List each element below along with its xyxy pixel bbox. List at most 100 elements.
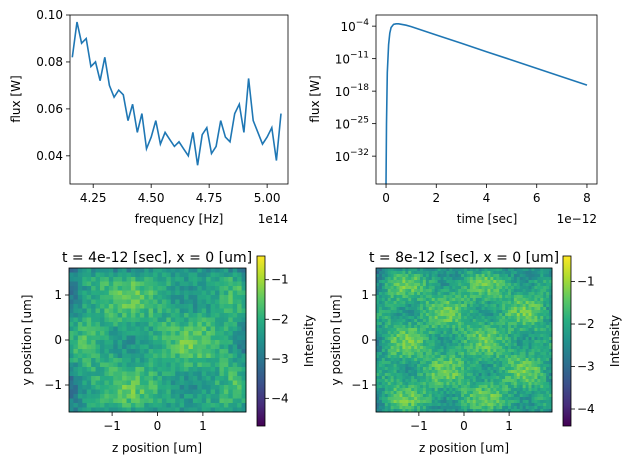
heatmap-cell: [384, 304, 389, 308]
heatmap-cell: [170, 295, 176, 300]
heatmap-cell: [510, 325, 515, 329]
heatmap-cell: [139, 308, 145, 314]
heatmap-cell: [540, 331, 544, 335]
heatmap-cell: [531, 298, 535, 302]
heatmap-cell: [531, 403, 535, 407]
heatmap-cell: [434, 409, 438, 413]
heatmap-cell: [522, 376, 526, 380]
heatmap-cell: [522, 337, 526, 341]
heatmap-cell: [420, 346, 424, 350]
heatmap-cell: [481, 283, 485, 287]
heatmap-cell: [505, 343, 509, 347]
heatmap-cell: [437, 355, 441, 359]
heatmap-cell: [458, 277, 462, 281]
heatmap-cell: [376, 286, 380, 290]
heatmap-cell: [499, 388, 503, 392]
heatmap-cell: [69, 389, 74, 395]
heatmap-cell: [414, 397, 418, 401]
heatmap-cell: [519, 349, 524, 353]
heatmap-cell: [417, 352, 421, 356]
heatmap-cell: [241, 394, 247, 399]
heatmap-cell: [452, 370, 456, 374]
heatmap-cell: [122, 349, 127, 354]
heatmap-cell: [452, 403, 456, 407]
heatmap-cell: [179, 322, 185, 327]
heatmap-cell: [69, 272, 74, 278]
heatmap-cell: [144, 394, 150, 399]
heatmap-cell: [387, 385, 392, 389]
heatmap-cell: [528, 361, 532, 365]
heatmap-cell: [381, 316, 386, 320]
heatmap-cell: [455, 379, 459, 383]
heatmap-cell: [455, 304, 459, 308]
heatmap-cell: [82, 331, 88, 336]
heatmap-cell: [449, 394, 453, 398]
heatmap-cell: [117, 362, 123, 368]
heatmap-cell: [390, 358, 394, 362]
heatmap-cell: [122, 268, 127, 273]
heatmap-cell: [469, 376, 474, 380]
heatmap-cell: [525, 391, 529, 395]
heatmap-cell: [449, 334, 453, 338]
heatmap-cell: [201, 317, 207, 323]
heatmap-cell: [505, 361, 509, 365]
heatmap-cell: [384, 370, 389, 374]
heatmap-cell: [219, 322, 225, 327]
heatmap-cell: [425, 295, 430, 299]
heatmap-cell: [531, 394, 535, 398]
heatmap-cell: [505, 397, 509, 401]
heatmap-cell: [505, 313, 509, 317]
heatmap-cell: [543, 388, 547, 392]
heatmap-cell: [496, 277, 500, 281]
heatmap-cell: [228, 326, 234, 332]
heatmap-cell: [510, 268, 515, 272]
heatmap-cell: [188, 376, 194, 381]
heatmap-cell: [443, 337, 447, 341]
heatmap-cell: [184, 367, 189, 372]
heatmap-cell: [179, 394, 185, 399]
heatmap-cell: [499, 400, 503, 404]
heatmap-cell: [126, 317, 132, 323]
heatmap-cell: [166, 380, 172, 386]
heatmap-cell: [446, 298, 450, 302]
heatmap-cell: [484, 301, 488, 305]
heatmap-cell: [458, 346, 462, 350]
heatmap-cell: [478, 370, 482, 374]
heatmap-cell: [446, 301, 450, 305]
heatmap-cell: [86, 322, 92, 327]
heatmap-cell: [215, 326, 220, 332]
heatmap-cell: [215, 385, 220, 390]
heatmap-cell: [73, 272, 79, 278]
heatmap-cell: [414, 295, 418, 299]
heatmap-cell: [437, 349, 441, 353]
heatmap-cell: [135, 362, 141, 368]
heatmap-cell: [215, 376, 220, 381]
heatmap-cell: [95, 326, 101, 332]
heatmap-cell: [428, 400, 433, 404]
heatmap-cell: [452, 373, 456, 377]
heatmap-cell: [206, 367, 211, 372]
heatmap-cell: [399, 376, 403, 380]
heatmap-cell: [513, 307, 518, 311]
heatmap-cell: [390, 280, 394, 284]
heatmap-cell: [437, 289, 441, 293]
heatmap-cell: [179, 286, 185, 291]
heatmap-cell: [490, 268, 494, 272]
heatmap-4e12-x-ticks: −1 0 1: [103, 412, 207, 433]
heatmap-cell: [179, 277, 185, 282]
heatmap-cell: [390, 361, 394, 365]
heatmap-cell: [428, 346, 433, 350]
heatmap-cell: [95, 407, 101, 413]
heatmap-cell: [399, 322, 403, 326]
heatmap-cell: [508, 361, 512, 365]
heatmap-cell: [135, 335, 141, 341]
heatmap-cell: [192, 362, 198, 368]
heatmap-cell: [135, 322, 141, 327]
heatmap-cell: [387, 394, 392, 398]
heatmap-cell: [161, 281, 167, 287]
heatmap-8e12-colorbar-ticks: −1−2−3−4: [571, 275, 595, 416]
heatmap-cell: [478, 322, 482, 326]
heatmap-cell: [387, 319, 392, 323]
heatmap-cell: [484, 364, 488, 368]
heatmap-cell: [387, 349, 392, 353]
